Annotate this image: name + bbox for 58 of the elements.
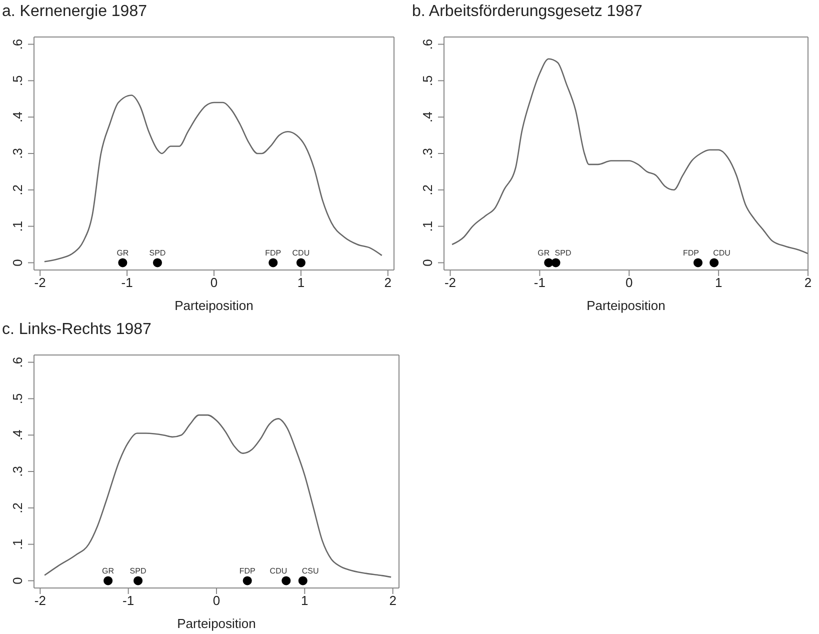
x-tick-label: -1 <box>122 593 134 608</box>
chart-title: a. Kernenergie 1987 <box>1 2 148 22</box>
x-tick-label: -2 <box>34 593 46 608</box>
y-tick-label: 0 <box>10 577 25 584</box>
annotation: CDU <box>713 248 731 258</box>
x-tick-label: -1 <box>534 275 546 290</box>
y-tick-label: .4 <box>420 112 435 123</box>
y-tick-label: .1 <box>10 220 25 232</box>
annotation: FDP <box>239 566 256 576</box>
x-tick-label: -2 <box>444 275 456 290</box>
line-series <box>44 414 392 578</box>
annotation: CDU <box>270 566 288 576</box>
y-tick-label: .4 <box>10 430 25 441</box>
y-tick-label: .5 <box>10 393 25 404</box>
x-tick-label: 2 <box>804 275 812 290</box>
x-tick-label: -1 <box>121 275 133 290</box>
x-tick-label: 1 <box>714 275 722 290</box>
annotation: FDP <box>265 248 282 258</box>
chart-title: b. Arbeitsförderungsgesetz 1987 <box>411 2 644 22</box>
y-tick-label: .2 <box>420 184 435 196</box>
annotation: SPD <box>130 566 146 576</box>
x-tick-label: 0 <box>212 593 220 608</box>
y-tick-label: .3 <box>10 148 25 159</box>
y-tick-label: 0 <box>420 259 435 266</box>
y-tick-label: 0 <box>10 259 25 266</box>
annotation: SPD <box>554 248 572 258</box>
y-tick-label: .5 <box>10 75 25 86</box>
y-tick-label: .2 <box>10 184 25 196</box>
x-tick-label: -2 <box>34 275 46 290</box>
x-axis-title: Parteiposition <box>177 616 256 631</box>
y-tick-label: .1 <box>420 220 435 232</box>
x-tick-label: 1 <box>297 275 305 290</box>
x-tick-label: 0 <box>210 275 218 290</box>
y-tick-label: .6 <box>420 38 435 50</box>
y-tick-label: .6 <box>10 356 25 368</box>
y-tick-label: .1 <box>10 538 25 550</box>
y-tick-label: .6 <box>10 38 25 50</box>
annotation: CDU <box>292 248 310 258</box>
x-axis-title: Parteiposition <box>174 298 254 313</box>
y-tick-label: .3 <box>10 466 25 477</box>
annotation: CSU <box>302 566 320 576</box>
y-tick-label: .3 <box>420 148 435 159</box>
y-tick-label: .5 <box>420 75 435 86</box>
x-tick-label: 1 <box>301 593 308 608</box>
x-tick-label: 0 <box>626 275 633 290</box>
annotation: GR <box>538 248 550 258</box>
x-tick-label: 2 <box>389 593 396 608</box>
x-tick-label: 2 <box>384 275 392 290</box>
x-axis-title: Parteiposition <box>586 298 666 313</box>
annotation: FDP <box>682 248 699 258</box>
line-series <box>451 58 808 254</box>
line-series <box>44 94 382 262</box>
chart-title: c. Links-Rechts 1987 <box>1 320 152 340</box>
y-tick-label: .2 <box>10 502 25 514</box>
y-tick-label: .4 <box>10 112 25 123</box>
annotation: GR <box>116 248 129 258</box>
annotation: GR <box>102 566 114 576</box>
annotation: SPD <box>149 248 166 258</box>
